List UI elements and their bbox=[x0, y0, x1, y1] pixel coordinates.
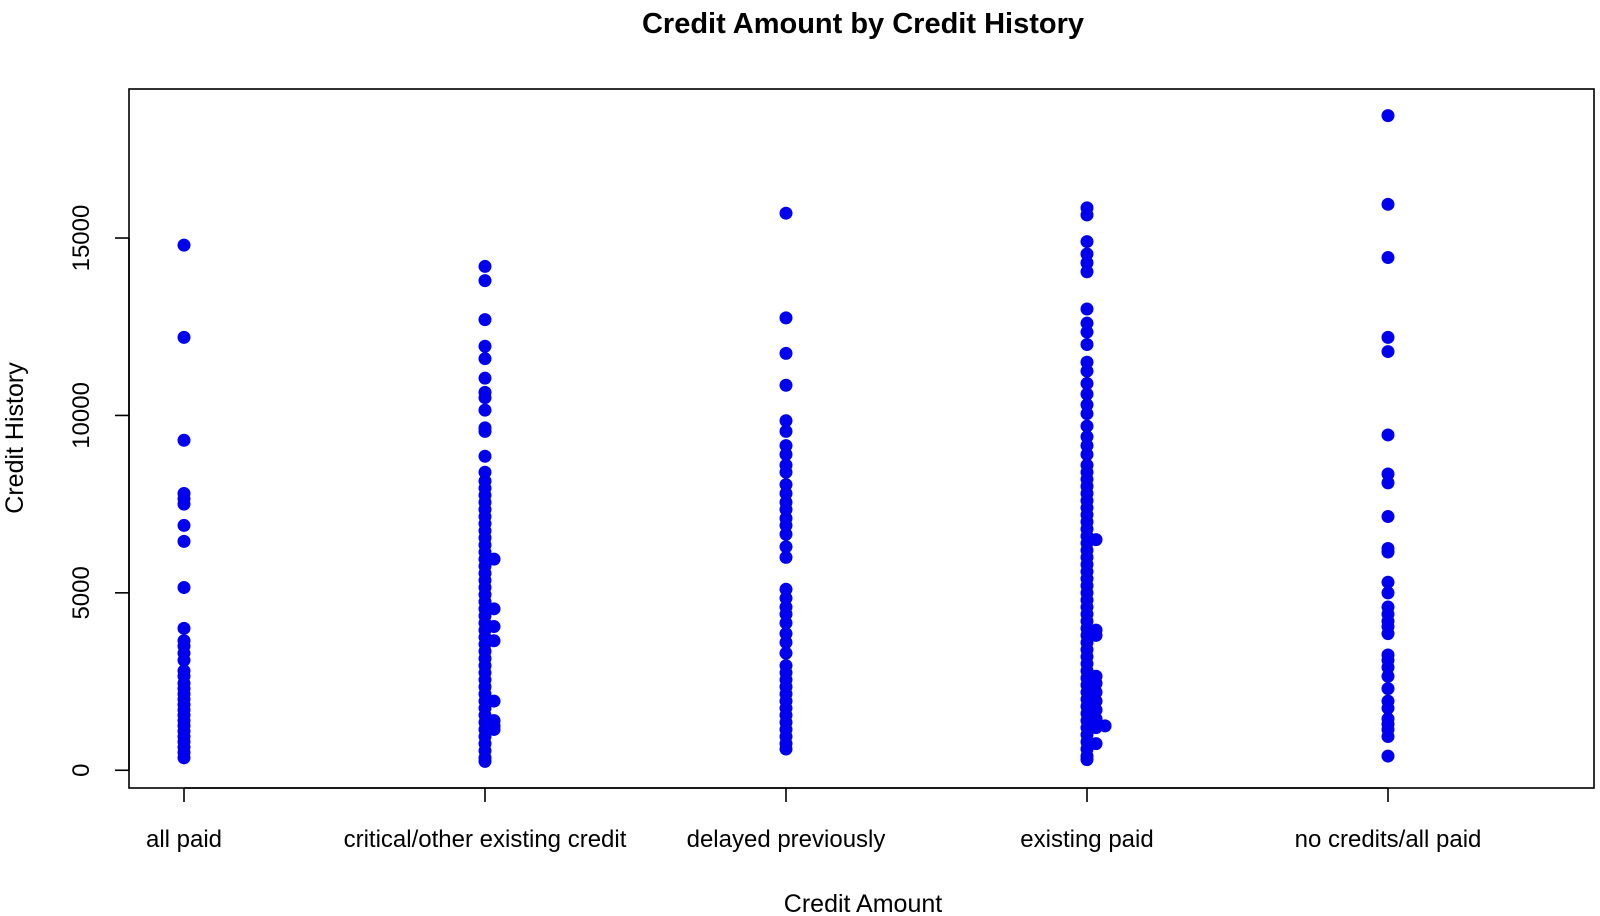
data-point bbox=[1098, 719, 1112, 733]
x-tick-label: no credits/all paid bbox=[1295, 826, 1482, 853]
x-tick-label: delayed previously bbox=[687, 826, 886, 853]
data-point bbox=[1080, 419, 1094, 433]
y-tick-label: 0 bbox=[68, 764, 95, 777]
x-axis-label: Credit Amount bbox=[784, 890, 942, 916]
data-point bbox=[1381, 109, 1395, 123]
data-point bbox=[1381, 197, 1395, 211]
y-tick-label: 10000 bbox=[68, 382, 95, 449]
data-point bbox=[779, 206, 793, 220]
x-tick-label: critical/other existing credit bbox=[344, 826, 627, 853]
data-point bbox=[487, 722, 501, 736]
y-axis: 0 5000 10000 15000 bbox=[68, 205, 130, 777]
data-point bbox=[1381, 251, 1395, 265]
data-point bbox=[478, 449, 492, 463]
data-point bbox=[487, 634, 501, 648]
data-point bbox=[478, 339, 492, 353]
data-point bbox=[487, 552, 501, 566]
data-point bbox=[1381, 345, 1395, 359]
data-point bbox=[779, 346, 793, 360]
data-point bbox=[177, 433, 191, 447]
data-point bbox=[177, 581, 191, 595]
data-point bbox=[1080, 208, 1094, 222]
data-point bbox=[779, 424, 793, 438]
data-point bbox=[1080, 447, 1094, 461]
data-point bbox=[478, 424, 492, 438]
data-point bbox=[478, 371, 492, 385]
data-point bbox=[779, 550, 793, 564]
data-points bbox=[177, 109, 1395, 768]
data-point bbox=[779, 646, 793, 660]
data-point bbox=[1381, 476, 1395, 490]
data-point bbox=[478, 403, 492, 417]
data-point bbox=[177, 518, 191, 532]
data-point bbox=[779, 414, 793, 428]
data-point bbox=[487, 602, 501, 616]
data-point bbox=[1080, 265, 1094, 279]
data-point bbox=[1080, 753, 1094, 767]
data-point bbox=[1080, 337, 1094, 351]
data-point bbox=[1080, 302, 1094, 316]
data-point bbox=[478, 391, 492, 405]
data-point bbox=[177, 621, 191, 635]
data-point bbox=[1089, 737, 1103, 751]
data-point bbox=[478, 259, 492, 273]
data-point bbox=[478, 313, 492, 327]
data-point bbox=[1089, 533, 1103, 547]
data-point bbox=[1381, 428, 1395, 442]
data-point bbox=[779, 527, 793, 541]
data-point bbox=[779, 447, 793, 461]
data-point bbox=[1080, 364, 1094, 378]
data-point bbox=[177, 751, 191, 765]
data-point bbox=[1381, 730, 1395, 744]
y-tick-label: 15000 bbox=[68, 205, 95, 272]
data-point bbox=[779, 636, 793, 650]
data-point bbox=[1381, 545, 1395, 559]
x-tick-label: all paid bbox=[146, 826, 222, 853]
data-point bbox=[1089, 628, 1103, 642]
data-point bbox=[1080, 235, 1094, 249]
data-point bbox=[1381, 575, 1395, 589]
data-point bbox=[1381, 701, 1395, 715]
data-point bbox=[177, 330, 191, 344]
y-tick-label: 5000 bbox=[68, 566, 95, 619]
chart-title: Credit Amount by Credit History bbox=[642, 8, 1084, 40]
data-point bbox=[1080, 407, 1094, 421]
data-point bbox=[177, 497, 191, 511]
data-point bbox=[1080, 387, 1094, 401]
data-point bbox=[1381, 510, 1395, 524]
data-point bbox=[1381, 682, 1395, 696]
data-point bbox=[1381, 330, 1395, 344]
data-point bbox=[779, 540, 793, 554]
data-point bbox=[1381, 669, 1395, 683]
data-point bbox=[1080, 325, 1094, 339]
data-point bbox=[1381, 586, 1395, 600]
data-point bbox=[478, 754, 492, 768]
data-point bbox=[1381, 627, 1395, 641]
x-tick-label: existing paid bbox=[1020, 826, 1153, 853]
data-point bbox=[177, 534, 191, 548]
data-point bbox=[1080, 377, 1094, 391]
data-point bbox=[478, 352, 492, 366]
data-point bbox=[177, 238, 191, 252]
data-point bbox=[487, 620, 501, 634]
data-point bbox=[779, 311, 793, 325]
data-point bbox=[779, 378, 793, 392]
data-point bbox=[478, 274, 492, 288]
data-point bbox=[177, 653, 191, 667]
data-point bbox=[779, 742, 793, 756]
data-point bbox=[779, 465, 793, 479]
y-axis-label: Credit History bbox=[1, 362, 29, 514]
data-point bbox=[1381, 749, 1395, 763]
data-point bbox=[779, 616, 793, 630]
data-point bbox=[487, 694, 501, 708]
plot-frame bbox=[128, 88, 1595, 789]
x-axis: all paid critical/other existing credit de… bbox=[146, 787, 1482, 853]
